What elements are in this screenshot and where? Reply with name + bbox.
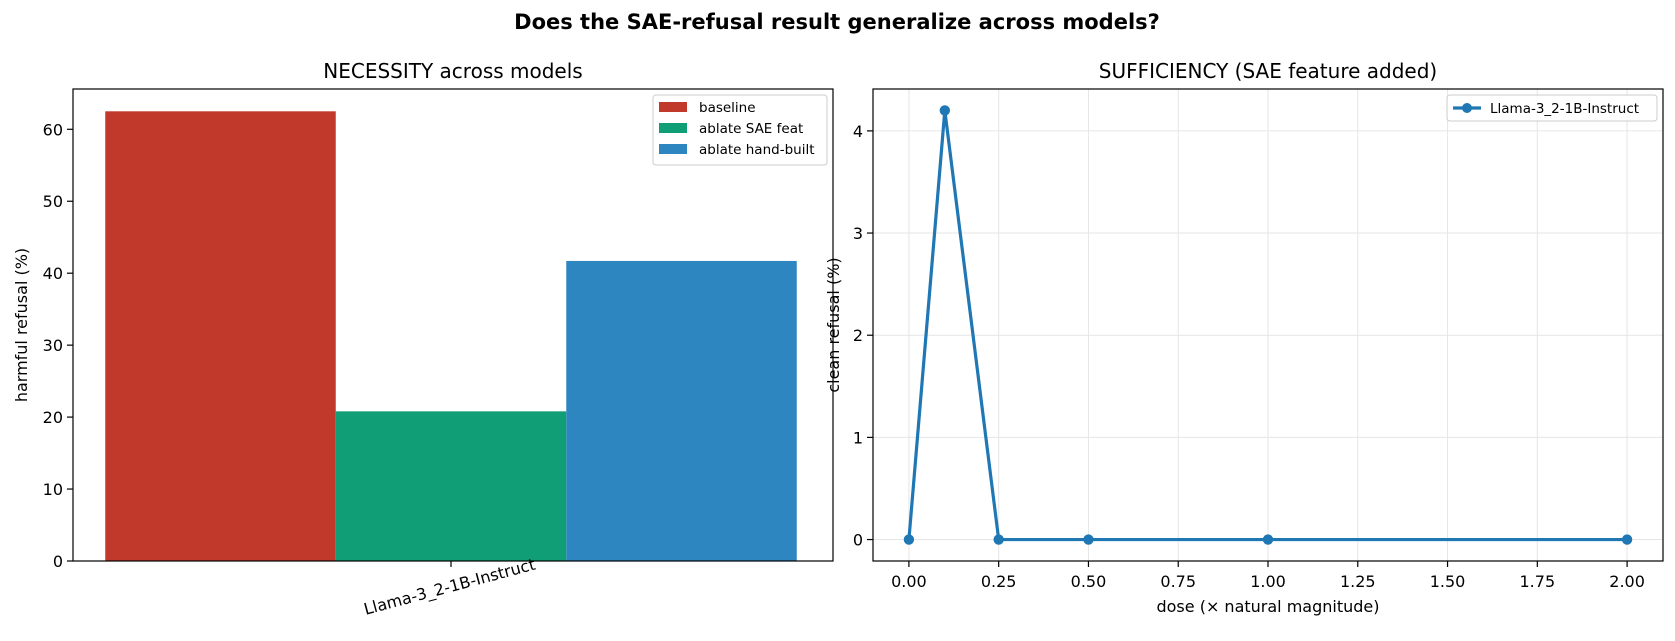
necessity-legend-box: [652, 94, 828, 166]
necessity-bar-chart: NECESSITY across models 0 10 20 30 40 50 60 Llam…: [12, 59, 834, 620]
series-line: [907, 108, 1628, 542]
sufficiency-legend-box: [1446, 94, 1658, 122]
legend-label: Llama-3_2-1B-Instruct: [1490, 101, 1639, 117]
y-tick-label: 2: [853, 326, 863, 345]
x-tick-label: 0.25: [981, 572, 1017, 591]
x-tick-label: 0.00: [891, 572, 927, 591]
x-tick-label: 1.25: [1340, 572, 1376, 591]
y-tick-label: 50: [43, 192, 63, 211]
bar-ablate-hand-built: [566, 260, 797, 561]
y-tick-label: 0: [853, 531, 863, 550]
data-point: [1262, 534, 1274, 545]
sufficiency-x-axis-label: dose (× natural magnitude): [1156, 597, 1379, 616]
legend-label: ablate SAE feat: [699, 121, 803, 137]
sufficiency-y-axis-label: clean refusal (%): [824, 257, 843, 392]
y-tick-label: 60: [43, 120, 63, 139]
legend-swatch: [659, 144, 687, 154]
legend-swatch: [659, 102, 687, 112]
y-tick-label: 0: [53, 552, 63, 571]
y-tick-label: 30: [43, 336, 63, 355]
legend-label: baseline: [699, 100, 756, 116]
data-point: [939, 105, 951, 116]
legend-swatch: [659, 123, 687, 133]
sufficiency-chart-title: SUFFICIENCY (SAE feature added): [1099, 59, 1437, 83]
legend-label: ablate hand-built: [699, 142, 815, 158]
x-tick-label: 1.00: [1250, 572, 1286, 591]
sufficiency-line-chart: SUFFICIENCY (SAE feature added) 0.00 0.25 0…: [824, 59, 1664, 616]
data-point: [1083, 534, 1094, 545]
x-tick-label: Llama-3_2-1B-Instruct: [362, 555, 538, 620]
y-tick-label: 1: [853, 428, 863, 447]
y-tick-label: 3: [853, 224, 863, 243]
necessity-axes-frame: [72, 88, 834, 562]
bar-baseline: [105, 111, 336, 562]
legend-marker: [1462, 103, 1472, 113]
figure-suptitle: Does the SAE-refusal result generalize a…: [514, 10, 1160, 34]
y-tick-label: 20: [43, 408, 63, 427]
x-tick-label: 1.50: [1430, 572, 1466, 591]
y-tick-label: 4: [853, 122, 863, 141]
data-point: [993, 534, 1004, 545]
data-point: [1621, 534, 1633, 545]
data-point: [903, 534, 915, 545]
x-tick-label: 2.00: [1609, 572, 1645, 591]
necessity-y-axis-label: harmful refusal (%): [12, 248, 31, 402]
x-tick-label: 0.50: [1071, 572, 1107, 591]
y-tick-label: 10: [43, 480, 63, 499]
y-tick-label: 40: [43, 264, 63, 283]
necessity-chart-title: NECESSITY across models: [323, 59, 582, 83]
x-tick-label: 0.75: [1160, 572, 1196, 591]
bar-ablate-sae-feat: [335, 411, 567, 561]
x-tick-label: 1.75: [1520, 572, 1556, 591]
